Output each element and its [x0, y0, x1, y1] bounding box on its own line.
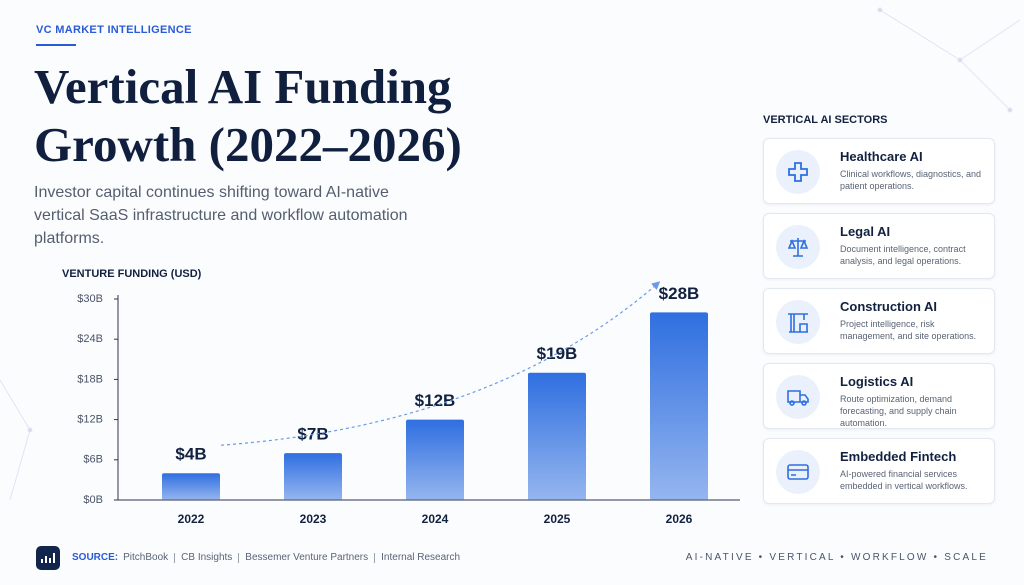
- sector-description: Route optimization, demand forecasting, …: [840, 394, 957, 428]
- x-tick-label: 2025: [544, 512, 571, 526]
- x-tick-label: 2022: [178, 512, 205, 526]
- title: Vertical AI Funding Growth (2022–2026): [34, 59, 462, 172]
- separator: [238, 552, 240, 563]
- y-tick-label: $0B: [83, 494, 103, 506]
- bar: [284, 453, 342, 500]
- icon: [776, 300, 820, 344]
- separator: [374, 552, 376, 563]
- trend-arrow: [220, 281, 661, 446]
- sector-card: Healthcare AI Clinical workflows, diagno…: [763, 138, 995, 204]
- bar: [528, 372, 586, 500]
- value-label: $28B: [659, 284, 700, 303]
- bar: [650, 312, 708, 500]
- sector-card: Legal AI Document intelligence, contract…: [763, 213, 995, 279]
- sector-name: Construction AI: [840, 299, 938, 314]
- value-label: $12B: [415, 391, 456, 410]
- x-tick-label: 2024: [422, 512, 449, 526]
- source: CB Insights: [181, 552, 233, 563]
- sector-card: Construction AI Project intelligence, ri…: [763, 288, 995, 354]
- y-tick-label: $18B: [77, 373, 103, 385]
- icon: [776, 375, 820, 419]
- decor-network: [0, 7, 1021, 501]
- separator: [174, 552, 176, 563]
- sector-description: AI-powered financial services embedded i…: [840, 469, 968, 491]
- source: Bessemer Venture Partners: [245, 552, 369, 563]
- y-tick-label: $30B: [77, 293, 103, 305]
- y-tick-label: $12B: [77, 414, 103, 426]
- bar: [406, 419, 464, 500]
- x-tick-label: 2026: [666, 512, 693, 526]
- sector-list: Healthcare AI Clinical workflows, diagno…: [763, 138, 995, 504]
- sector-name: Legal AI: [840, 224, 891, 239]
- y-axis-label: VENTURE FUNDING (USD): [62, 268, 202, 280]
- sector-name: Logistics AI: [840, 374, 914, 389]
- sector-description: Clinical workflows, diagnostics, and pat…: [840, 169, 982, 191]
- y-tick-label: $6B: [83, 454, 103, 466]
- icon: [776, 450, 820, 494]
- logo: [36, 546, 60, 570]
- icon: [776, 225, 820, 269]
- kicker: VC MARKET INTELLIGENCE: [36, 24, 192, 36]
- source-label: SOURCE:: [72, 552, 119, 563]
- value-label: $4B: [175, 445, 206, 464]
- y-tick-label: $24B: [77, 333, 103, 345]
- sectors-title: VERTICAL AI SECTORS: [763, 114, 888, 126]
- sector-card: Embedded Fintech AI-powered financial se…: [763, 438, 995, 504]
- sector-description: Project intelligence, risk management, a…: [840, 319, 977, 341]
- sector-card: Logistics AI Route optimization, demand …: [763, 363, 995, 429]
- sector-description: Document intelligence, contract analysis…: [840, 244, 966, 266]
- footer-source: SOURCE: PitchBook CB Insights Bessemer V…: [72, 552, 460, 563]
- source: PitchBook: [123, 552, 169, 563]
- source: Internal Research: [381, 552, 461, 563]
- x-tick-label: 2023: [300, 512, 327, 526]
- sector-name: Healthcare AI: [840, 149, 923, 164]
- bar: [162, 473, 220, 500]
- kicker-rule: [36, 44, 76, 46]
- tagline: AI-NATIVE • VERTICAL • WORKFLOW • SCALE: [685, 552, 988, 563]
- sector-name: Embedded Fintech: [840, 449, 957, 464]
- icon: [776, 150, 820, 194]
- subtitle: Investor capital continues shifting towa…: [34, 184, 408, 247]
